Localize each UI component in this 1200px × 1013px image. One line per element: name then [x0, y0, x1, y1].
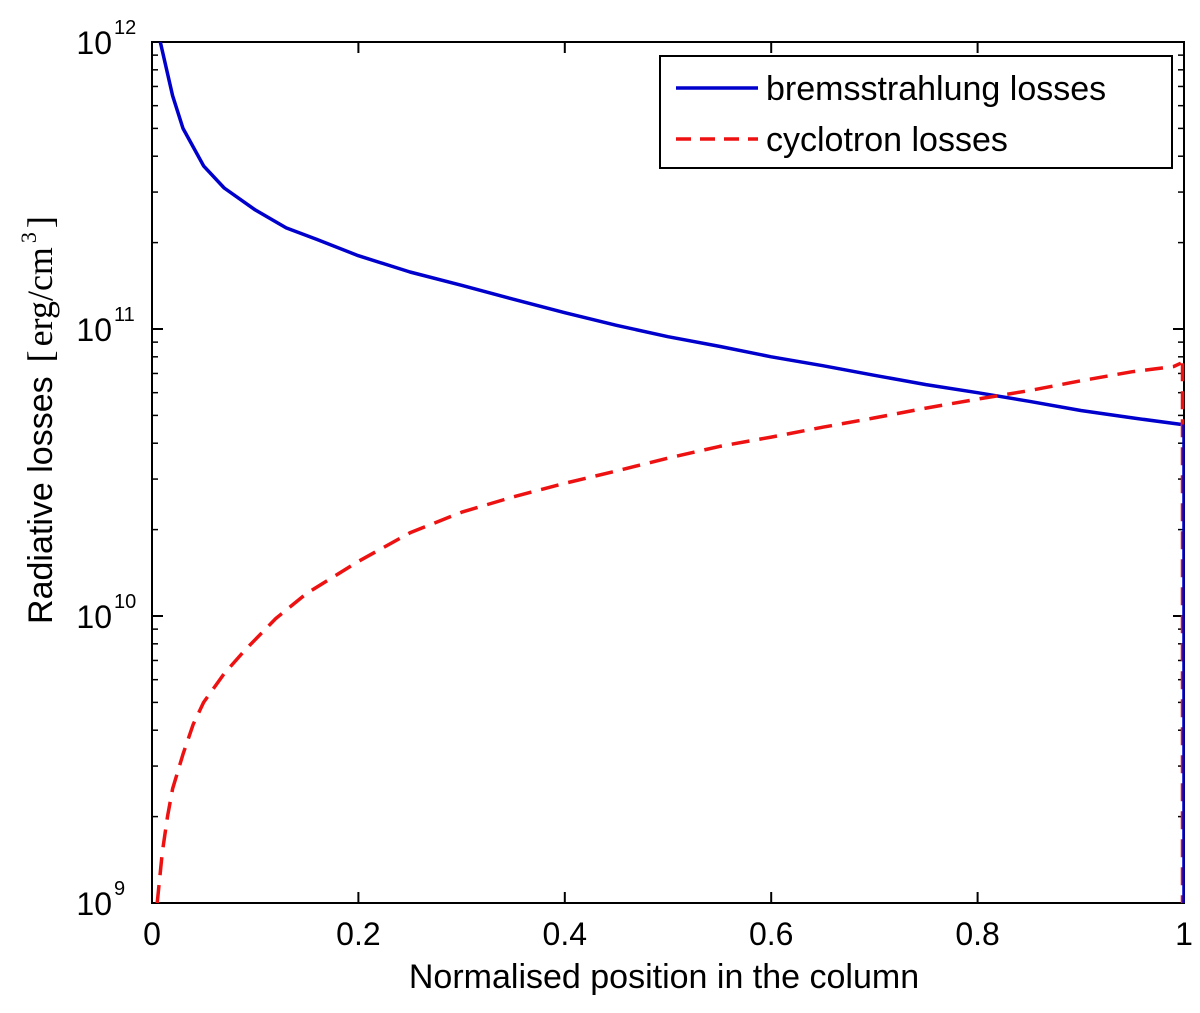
- legend-label-bremsstrahlung: bremsstrahlung losses: [766, 70, 1106, 108]
- series-line-1: [155, 361, 1182, 904]
- legend-label-cyclotron: cyclotron losses: [766, 121, 1008, 159]
- y-axis-unit-open: [: [20, 350, 60, 362]
- y-axis-unit-exp: 3: [16, 232, 41, 243]
- y-tick-exponent: 9: [114, 878, 125, 900]
- y-axis-unit: erg/cm: [20, 247, 60, 346]
- x-tick-label: 0.4: [543, 916, 587, 952]
- series-layer: [155, 41, 1185, 904]
- y-axis-label: Radiative losses: [22, 376, 60, 624]
- y-tick-exponent: 12: [114, 17, 136, 39]
- x-axis-title: Normalised position in the column: [409, 958, 919, 996]
- x-tick-label: 1: [1175, 916, 1193, 952]
- x-tick-label: 0.8: [955, 916, 999, 952]
- y-tick-label: 10: [76, 25, 112, 61]
- y-tick-exponent: 10: [114, 591, 136, 613]
- plot-area: [151, 41, 1185, 904]
- y-axis-title: Radiative losses [ erg/cm 3 ]: [16, 216, 60, 624]
- y-tick-label: 10: [76, 886, 112, 922]
- y-tick-exponent: 11: [114, 304, 135, 326]
- legend-box: [659, 55, 1173, 169]
- legend: bremsstrahlung losses cyclotron losses: [659, 55, 1173, 169]
- series-line-0: [158, 41, 1182, 427]
- x-tick-label: 0: [143, 916, 161, 952]
- y-tick-label: 10: [76, 312, 112, 348]
- y-tick-label: 10: [76, 599, 112, 635]
- svg-text:Radiative losses [: Radiative losses [ erg/cm 3 ]: [16, 216, 60, 624]
- y-axis-unit-close: ]: [20, 216, 60, 228]
- x-tick-label: 0.2: [336, 916, 380, 952]
- x-tick-label: 0.6: [749, 916, 793, 952]
